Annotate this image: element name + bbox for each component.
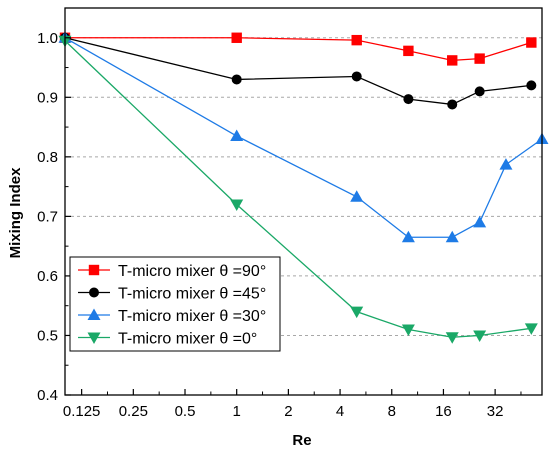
- series-3-point-4: [445, 332, 459, 344]
- series-1-point-4: [447, 99, 458, 110]
- legend-marker-3: [87, 332, 101, 344]
- x-tick-label-2: 0.5: [175, 403, 196, 420]
- legend-marker-0: [88, 264, 100, 276]
- series-0-point-2: [351, 34, 362, 46]
- legend-label-2: T-micro mixer θ =30°: [118, 308, 266, 325]
- series-0-point-5: [474, 53, 485, 64]
- series-0-point-4: [447, 55, 458, 66]
- axes: 0.4 0.5 0.6 0.7 0.8 0.9 1.0 0.125 0.25 0.5 1 2 4 8 16 3…: [37, 7, 543, 420]
- series-2-point-2: [350, 190, 364, 202]
- series-0-point-3: [403, 45, 414, 57]
- y-tick-label-3: 0.7: [37, 208, 58, 225]
- series-2-point-5: [473, 215, 487, 228]
- series-2-point-4: [445, 230, 459, 243]
- series-1-point-2: [351, 71, 362, 82]
- series-3-point-2: [350, 306, 364, 319]
- x-axis-title: Re: [292, 432, 311, 449]
- series-2-point-1: [230, 129, 244, 142]
- series-1-point-1: [231, 74, 242, 85]
- x-tick-label-8: 32: [487, 403, 504, 420]
- legend-marker-2: [87, 308, 101, 320]
- series-2-point-3: [401, 230, 415, 243]
- x-tick-label-3: 1: [233, 403, 241, 420]
- legend: T-micro mixer θ =90° T-micro mixer θ =45°…: [69, 256, 281, 352]
- series-0-point-6: [526, 37, 537, 48]
- y-tick-label-2: 0.6: [37, 268, 58, 285]
- y-tick-label-4: 0.8: [37, 149, 58, 166]
- legend-marker-1: [89, 287, 99, 298]
- y-tick-label-0: 0.4: [37, 387, 58, 404]
- x-tick-label-7: 16: [435, 403, 452, 420]
- x-tick-label-4: 2: [284, 403, 292, 420]
- legend-label-1: T-micro mixer θ =45°: [118, 286, 266, 303]
- x-tick-label-6: 8: [388, 403, 396, 420]
- x-tick-label-0: 0.125: [63, 403, 101, 420]
- series-3-point-3: [401, 324, 415, 337]
- legend-label-3: T-micro mixer θ =0°: [118, 331, 257, 348]
- series-3-point-1: [230, 199, 244, 211]
- series-1-point-3: [403, 94, 414, 105]
- y-axis-title: Mixing Index: [7, 167, 24, 259]
- y-tick-label-1: 0.5: [37, 327, 58, 344]
- y-tick-label-5: 0.9: [37, 89, 58, 106]
- series-2-point-6: [499, 158, 513, 170]
- legend-label-0: T-micro mixer θ =90°: [118, 263, 266, 280]
- x-tick-label-1: 0.25: [119, 403, 148, 420]
- series-1: [60, 32, 537, 110]
- series-2-line: [64, 37, 543, 238]
- series-1-line: [64, 37, 532, 106]
- legend-box: [69, 256, 281, 352]
- plot-frame: [64, 7, 543, 396]
- series-0-line: [65, 37, 532, 62]
- series-1-point-5: [474, 86, 485, 97]
- series-3-point-6: [524, 323, 538, 335]
- series-0-point-1: [231, 32, 242, 43]
- y-tick-label-6: 1.0: [37, 30, 58, 47]
- series-1-point-6: [526, 80, 537, 91]
- series-0: [59, 32, 537, 66]
- x-tick-label-5: 4: [336, 403, 344, 420]
- series-3-point-5: [473, 330, 487, 342]
